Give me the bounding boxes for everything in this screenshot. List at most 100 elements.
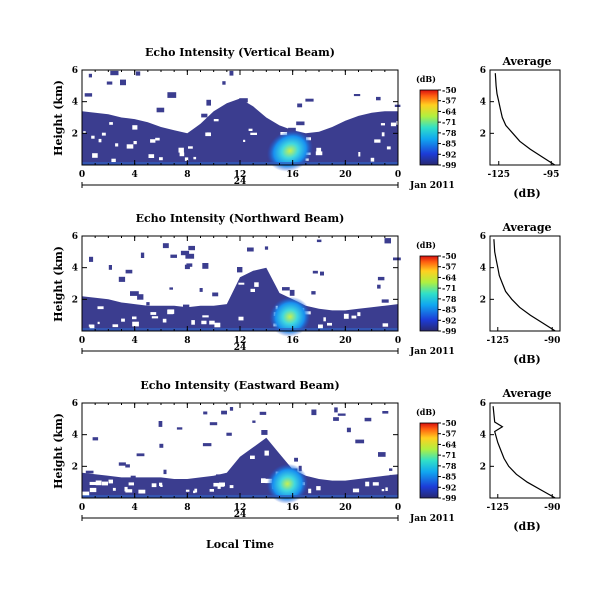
data-gap bbox=[374, 139, 381, 143]
data-gap bbox=[213, 482, 219, 487]
colorbar-tick-label: -50 bbox=[442, 418, 457, 428]
data-gap bbox=[229, 485, 234, 489]
noise-cell bbox=[169, 287, 173, 290]
noise-cell bbox=[118, 462, 126, 466]
y-tick-label: 6 bbox=[72, 399, 78, 409]
noise-cell bbox=[305, 98, 314, 102]
colorbar-tick-label: -57 bbox=[442, 262, 456, 272]
data-gap bbox=[202, 315, 209, 318]
colorbar-tick-label: -92 bbox=[442, 315, 456, 325]
data-gap bbox=[261, 478, 266, 483]
noise-cell bbox=[158, 421, 163, 427]
noise-cell bbox=[137, 294, 144, 300]
data-gap bbox=[386, 146, 391, 150]
noise-cell bbox=[159, 443, 164, 448]
noise-cell bbox=[84, 93, 93, 97]
data-gap bbox=[112, 324, 119, 328]
profile-y-tick-label: 4 bbox=[480, 431, 486, 441]
noise-cell bbox=[282, 287, 290, 291]
data-gap bbox=[381, 132, 385, 137]
profile-frame bbox=[489, 69, 561, 166]
data-gap bbox=[365, 481, 370, 487]
y-tick-label: 2 bbox=[72, 129, 78, 139]
data-gap bbox=[132, 321, 139, 327]
data-gap bbox=[308, 488, 312, 494]
data-gap bbox=[357, 312, 361, 317]
data-gap bbox=[315, 151, 323, 156]
colorbar-tick-label: -92 bbox=[442, 482, 456, 492]
enhanced-echo bbox=[266, 463, 309, 504]
colorbar-tick-label: -71 bbox=[442, 450, 456, 460]
data-gap bbox=[205, 132, 211, 137]
data-gap bbox=[191, 320, 195, 325]
noise-cell bbox=[288, 127, 296, 132]
colorbar-tick-label: -57 bbox=[442, 429, 456, 439]
x-tick-label: 4 bbox=[132, 336, 138, 346]
data-gap bbox=[318, 324, 323, 329]
noise-cell bbox=[92, 437, 99, 441]
date-label: Jan 2011 bbox=[409, 181, 455, 191]
data-gap bbox=[385, 487, 388, 491]
vertical-average-xlabel: (dB) bbox=[513, 187, 540, 200]
noise-cell bbox=[297, 103, 303, 108]
noise-cell bbox=[110, 70, 119, 76]
data-gap bbox=[97, 306, 104, 310]
noise-cell bbox=[216, 474, 221, 480]
profile-y-tick-label: 2 bbox=[480, 462, 486, 472]
data-gap bbox=[382, 323, 389, 327]
colorbar-tick-label: -85 bbox=[442, 472, 456, 482]
data-gap bbox=[98, 138, 102, 143]
x-tick-label: 20 bbox=[339, 336, 352, 346]
noise-cell bbox=[337, 413, 346, 416]
data-gap bbox=[238, 316, 244, 321]
x-tick-label: 12 bbox=[234, 503, 247, 513]
noise-cell bbox=[311, 409, 317, 416]
noise-cell bbox=[185, 253, 195, 259]
noise-cell bbox=[176, 427, 183, 430]
x-tick-label: 0 bbox=[395, 170, 401, 180]
noise-cell bbox=[202, 443, 212, 447]
noise-cell bbox=[199, 288, 203, 292]
noise-cell bbox=[389, 474, 397, 477]
noise-cell bbox=[184, 264, 190, 270]
profile-x-tick-label: -125 bbox=[487, 336, 510, 346]
noise-cell bbox=[252, 420, 256, 423]
northward-average-title: Average bbox=[501, 221, 551, 234]
noise-cell bbox=[201, 113, 208, 118]
noise-cell bbox=[264, 246, 269, 250]
noise-cell bbox=[237, 267, 243, 273]
profile-y-tick-label: 2 bbox=[480, 295, 486, 305]
noise-cell bbox=[355, 439, 365, 444]
noise-cell bbox=[296, 121, 305, 126]
noise-cell bbox=[206, 99, 211, 106]
data-gap bbox=[148, 154, 155, 158]
colorbar-tick-label: -92 bbox=[442, 149, 456, 159]
noise-cell bbox=[183, 304, 190, 310]
profile-frame bbox=[489, 402, 561, 499]
data-gap bbox=[95, 480, 102, 486]
noise-cell bbox=[156, 107, 165, 113]
noise-cell bbox=[378, 452, 386, 457]
noise-cell bbox=[202, 263, 209, 269]
data-gap bbox=[133, 141, 137, 145]
colorbar-tick-label: -57 bbox=[442, 96, 456, 106]
data-gap bbox=[370, 157, 375, 162]
colorbar-tick-label: -64 bbox=[442, 106, 457, 116]
northward-heatmap-ylabel: Height (km) bbox=[52, 246, 65, 322]
noise-cell bbox=[381, 299, 389, 303]
noise-cell bbox=[140, 252, 145, 258]
data-gap bbox=[151, 483, 157, 488]
profile-x-tick-label: -125 bbox=[487, 503, 510, 513]
average-profile-line bbox=[492, 406, 556, 499]
data-gap bbox=[343, 313, 349, 319]
colorbar-tick-label: -71 bbox=[442, 117, 456, 127]
x-tick-label: 20 bbox=[339, 170, 352, 180]
noise-cell bbox=[222, 81, 226, 85]
data-gap bbox=[150, 139, 156, 143]
data-gap bbox=[178, 147, 184, 153]
noise-cell bbox=[312, 270, 318, 274]
data-gap bbox=[248, 128, 253, 131]
data-gap bbox=[358, 152, 361, 157]
profile-x-tick-label: -125 bbox=[487, 170, 510, 180]
profile-y-tick-label: 2 bbox=[480, 129, 486, 139]
